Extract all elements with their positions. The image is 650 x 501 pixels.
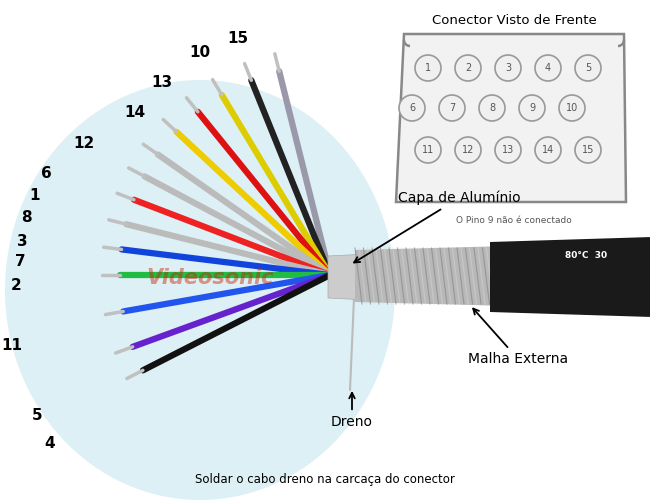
Text: 12: 12 — [73, 135, 95, 150]
Text: 6: 6 — [409, 103, 415, 113]
Text: 10: 10 — [189, 45, 210, 60]
Circle shape — [399, 95, 425, 121]
Polygon shape — [328, 254, 368, 300]
Circle shape — [575, 55, 601, 81]
Text: 6: 6 — [41, 165, 52, 180]
Text: O Pino 9 não é conectado: O Pino 9 não é conectado — [456, 216, 572, 225]
Text: Dreno: Dreno — [331, 393, 373, 429]
Circle shape — [519, 95, 545, 121]
Text: 13: 13 — [151, 75, 172, 90]
Ellipse shape — [5, 80, 395, 500]
Circle shape — [495, 55, 521, 81]
Circle shape — [535, 137, 561, 163]
Text: 3: 3 — [505, 63, 511, 73]
Text: 13: 13 — [502, 145, 514, 155]
Text: Soldar o cabo dreno na carcaça do conector: Soldar o cabo dreno na carcaça do conect… — [195, 473, 455, 486]
Circle shape — [495, 137, 521, 163]
Text: 12: 12 — [462, 145, 474, 155]
Circle shape — [559, 95, 585, 121]
Text: 5: 5 — [31, 407, 42, 422]
Text: 7: 7 — [449, 103, 455, 113]
Text: Videosonic: Videosonic — [146, 268, 274, 288]
Text: 4: 4 — [44, 435, 55, 450]
Circle shape — [455, 55, 481, 81]
Text: 2: 2 — [465, 63, 471, 73]
Text: 8: 8 — [489, 103, 495, 113]
Text: 14: 14 — [542, 145, 554, 155]
Polygon shape — [396, 34, 626, 202]
Polygon shape — [355, 246, 510, 306]
Text: 7: 7 — [16, 255, 26, 270]
Text: 2: 2 — [11, 279, 22, 294]
Text: 3: 3 — [18, 234, 28, 249]
Circle shape — [535, 55, 561, 81]
Circle shape — [479, 95, 505, 121]
Text: 1: 1 — [29, 188, 40, 203]
Text: 80°C  30: 80°C 30 — [565, 250, 607, 260]
Circle shape — [415, 137, 441, 163]
Text: Malha Externa: Malha Externa — [468, 309, 568, 366]
Circle shape — [575, 137, 601, 163]
Circle shape — [415, 55, 441, 81]
Text: 15: 15 — [582, 145, 594, 155]
Text: Capa de Alumínio: Capa de Alumínio — [354, 191, 521, 263]
Text: 4: 4 — [545, 63, 551, 73]
Text: 8: 8 — [21, 210, 32, 225]
Circle shape — [455, 137, 481, 163]
Text: 5: 5 — [585, 63, 591, 73]
Text: 10: 10 — [566, 103, 578, 113]
Text: 14: 14 — [124, 105, 145, 120]
Text: Conector Visto de Frente: Conector Visto de Frente — [432, 14, 597, 27]
Text: 15: 15 — [227, 31, 248, 46]
Text: 11: 11 — [422, 145, 434, 155]
Text: 9: 9 — [529, 103, 535, 113]
Text: 1: 1 — [425, 63, 431, 73]
Text: 11: 11 — [1, 338, 22, 353]
Polygon shape — [490, 237, 650, 317]
Circle shape — [439, 95, 465, 121]
